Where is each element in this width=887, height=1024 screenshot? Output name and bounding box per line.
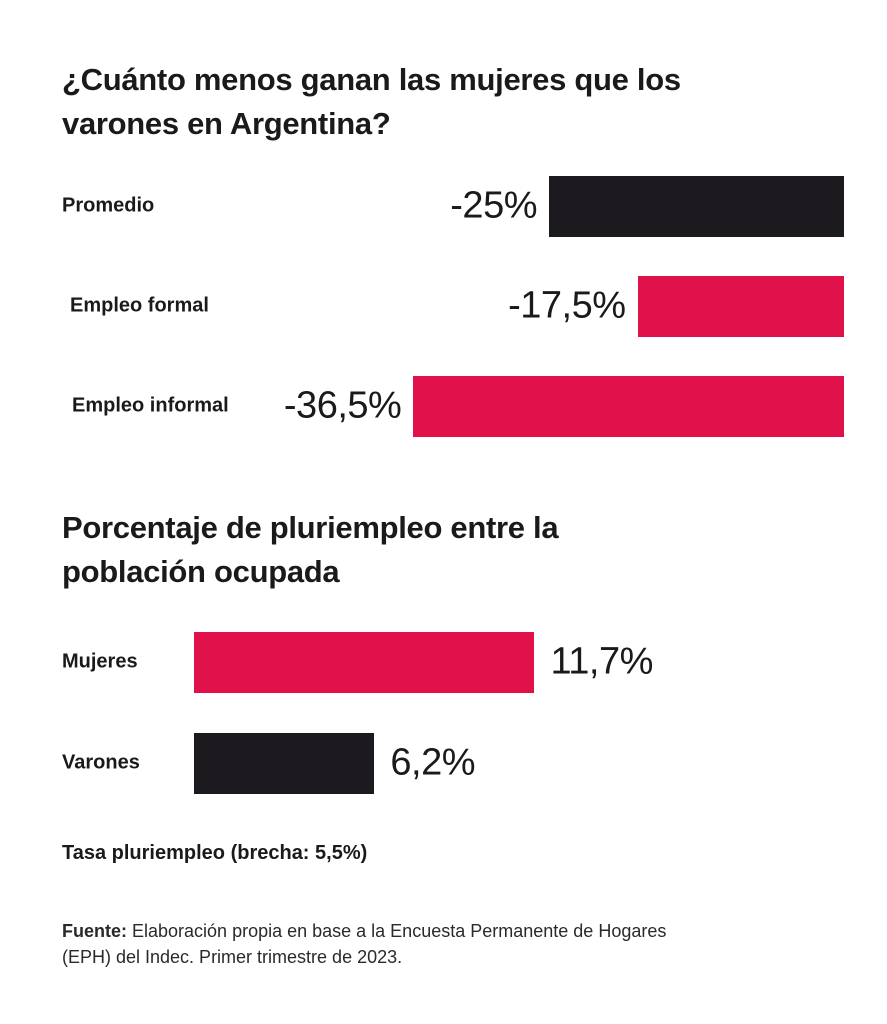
value-label: -17,5% xyxy=(508,284,626,327)
value-label: -36,5% xyxy=(283,384,402,427)
bar-promedio xyxy=(549,175,844,237)
bar-mujeres xyxy=(194,631,535,693)
value-label: -25% xyxy=(450,184,537,227)
source-text: Elaboración propia en base a la Encuesta… xyxy=(62,921,667,967)
bar-varones xyxy=(194,732,375,794)
chart-title-wage-gap: ¿Cuánto menos ganan las mujeres que los … xyxy=(62,62,681,141)
value-label: 6,2% xyxy=(390,741,476,784)
value-label: 11,7% xyxy=(550,640,653,683)
category-label: Empleo informal xyxy=(72,394,229,417)
gap-note: Tasa pluriempleo (brecha: 5,5%) xyxy=(62,842,368,864)
category-label: Promedio xyxy=(62,194,155,217)
source-label: Fuente: xyxy=(62,921,127,941)
source-note: Fuente: Elaboración propia en base a la … xyxy=(62,918,682,970)
category-label: Empleo formal xyxy=(70,294,209,317)
bar-empleo-formal xyxy=(637,275,844,337)
category-label: Varones xyxy=(62,751,140,774)
chart-title-multiple-jobs: Porcentaje de pluriempleo entre la pobla… xyxy=(62,510,559,589)
bar-empleo-informal xyxy=(413,375,844,437)
category-label: Mujeres xyxy=(62,650,138,673)
